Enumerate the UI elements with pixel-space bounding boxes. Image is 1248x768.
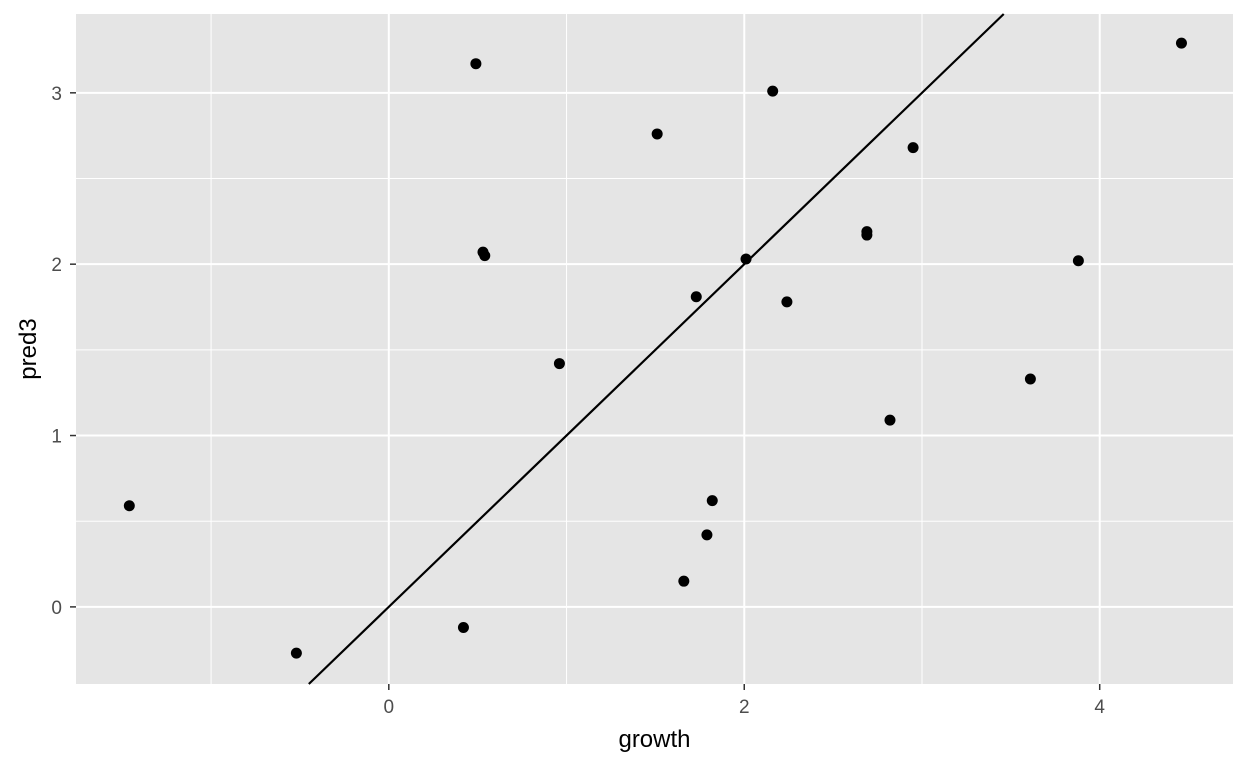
data-point: [470, 58, 482, 70]
data-point: [479, 250, 491, 262]
data-point: [123, 500, 135, 512]
x-tick-label: 2: [739, 697, 750, 718]
data-point: [651, 128, 663, 140]
plot-panel: [76, 14, 1233, 684]
data-point: [767, 85, 779, 97]
data-point: [1175, 37, 1187, 49]
data-point: [701, 529, 713, 541]
y-axis-title: pred3: [15, 318, 42, 379]
data-point: [781, 296, 793, 308]
data-point: [706, 495, 718, 507]
data-point: [1024, 373, 1036, 385]
reference-line: [308, 13, 1005, 685]
data-points: [123, 37, 1187, 659]
y-tick-label: 1: [51, 427, 62, 448]
x-axis-title: growth: [618, 726, 690, 753]
data-point: [457, 621, 469, 633]
data-point: [678, 575, 690, 587]
x-tick-label: 4: [1094, 697, 1105, 718]
y-tick-label: 0: [51, 598, 62, 619]
data-point: [884, 414, 896, 426]
x-axis: 0 2 4: [384, 684, 1105, 718]
data-point: [690, 291, 702, 303]
data-point: [1072, 255, 1084, 267]
x-tick-label: 0: [384, 697, 395, 718]
y-axis: 0 1 2 3: [51, 84, 76, 619]
data-point: [740, 253, 752, 265]
data-point: [907, 142, 919, 154]
y-tick-label: 3: [51, 84, 62, 105]
y-tick-label: 2: [51, 255, 62, 276]
reference-line-layer: [308, 13, 1005, 685]
data-point: [290, 647, 302, 659]
major-gridlines: [76, 14, 1233, 684]
data-point: [553, 358, 565, 370]
data-point: [861, 226, 873, 238]
